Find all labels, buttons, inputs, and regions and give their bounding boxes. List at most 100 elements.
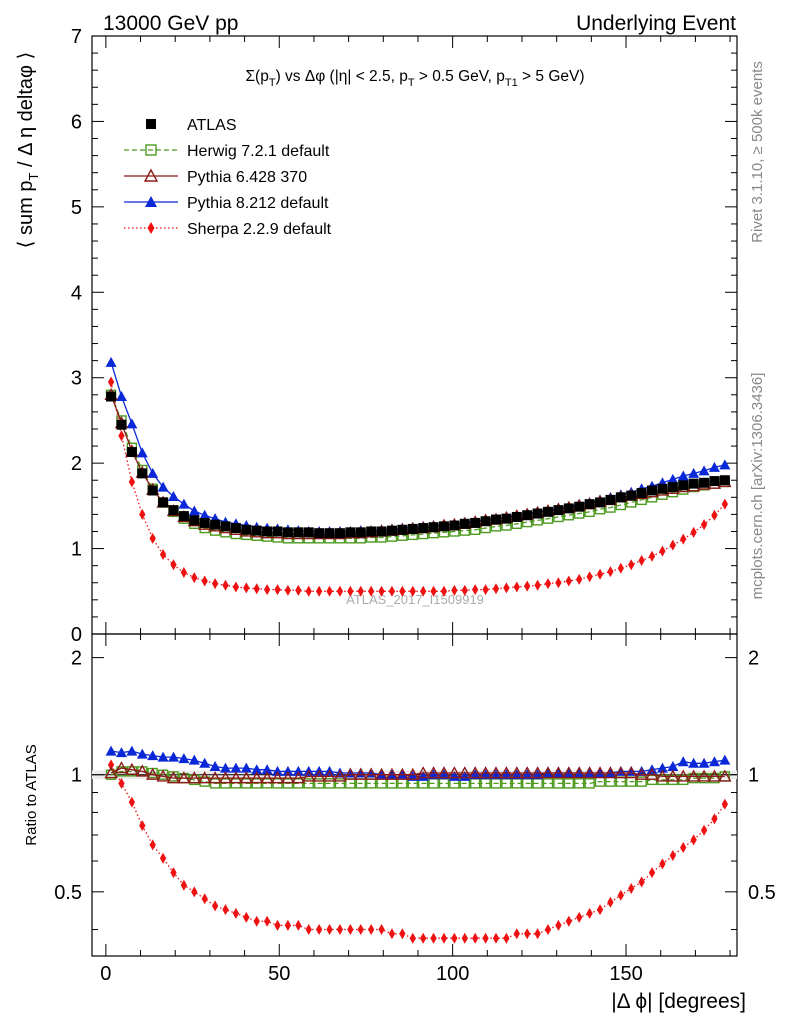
pythia8-point [677, 470, 689, 481]
sherpa-point [534, 579, 541, 591]
pythia6-ratio-point [229, 771, 243, 784]
rivet-version-label: Rivet 3.1.10, ≥ 500k events [749, 61, 766, 243]
sherpa-point [586, 571, 593, 583]
legend-item-pythia6: Pythia 6.428 370 [124, 168, 307, 186]
pythia8-ratio-point [459, 770, 471, 781]
pythia8-ratio-point [656, 762, 668, 773]
sherpa-point [659, 545, 666, 557]
herwig-ratio-point [251, 778, 262, 789]
sherpa-point [420, 585, 427, 597]
atlas-point [272, 526, 283, 537]
pythia6-ratio-point [541, 766, 555, 779]
pythia8-ratio-point [136, 748, 148, 759]
sherpa-point [628, 559, 635, 571]
pythia8-point [126, 418, 138, 429]
sherpa-ratio-point [461, 932, 468, 944]
atlas-point [615, 492, 626, 503]
atlas-point [574, 501, 585, 512]
atlas-point [501, 513, 512, 524]
sherpa-ratio-point [482, 932, 489, 944]
herwig-ratio-point [636, 776, 647, 787]
atlas-point [449, 520, 460, 531]
sherpa-ratio-point [420, 932, 427, 944]
legend-marker [143, 168, 159, 182]
atlas-point [345, 527, 356, 538]
sherpa-point [274, 584, 281, 596]
pythia8-ratio-point [511, 769, 523, 780]
sherpa-point [617, 562, 624, 574]
pythia8-ratio-point [698, 757, 710, 768]
legend-marker [145, 196, 157, 207]
pythia6-ratio-point [697, 769, 711, 782]
pythia6-ratio-point [447, 766, 462, 779]
pythia6-ratio-point [645, 767, 659, 780]
sherpa-point [305, 585, 312, 597]
pythia6-ratio-point [718, 769, 732, 782]
atlas-point [719, 475, 730, 486]
herwig-ratio-point [272, 778, 283, 789]
legend-item-sherpa: Sherpa 2.2.9 default [124, 221, 332, 238]
herwig-ratio-point [563, 778, 575, 789]
atlas-point [459, 518, 470, 529]
pythia8-point [667, 473, 679, 484]
pythia6-ratio-point [572, 766, 586, 779]
pythia6-ratio-point [146, 767, 160, 780]
x-tick-label: 0 [100, 963, 111, 985]
sherpa-point [555, 577, 562, 589]
legend-label: Pythia 6.428 370 [187, 169, 307, 186]
y-tick-label: 1 [71, 539, 82, 561]
sherpa-point [430, 585, 437, 597]
atlas-point [116, 419, 127, 430]
atlas-point [293, 527, 304, 538]
sherpa-point [440, 585, 448, 597]
herwig-ratio-point [261, 778, 273, 789]
pythia6-ratio-point [437, 766, 451, 779]
pythia8-ratio-point [407, 770, 419, 781]
pythia6-ratio-point [208, 771, 222, 784]
sherpa-ratio-point [201, 893, 208, 905]
sherpa-point [315, 585, 323, 597]
sherpa-ratio-line [110, 764, 726, 939]
pythia6-ratio-point [104, 766, 118, 779]
sherpa-point [648, 550, 656, 562]
pythia8-point [147, 467, 159, 478]
pythia8-ratio-point [147, 750, 159, 761]
pythia6-ratio-point [655, 769, 670, 782]
pythia8-ratio-point [188, 754, 200, 765]
atlas-point [688, 478, 699, 489]
atlas-point [386, 525, 397, 536]
herwig-ratio-point [324, 778, 335, 789]
x-axis-label: |Δ ϕ| [degrees] [611, 990, 746, 1013]
pythia6-ratio-point [426, 766, 441, 779]
sherpa-point [263, 584, 271, 596]
atlas-point [262, 526, 273, 537]
pythia6-ratio-point [707, 769, 722, 782]
sherpa-point [472, 584, 479, 596]
legend-label: ATLAS [187, 117, 237, 134]
sherpa-ratio-point [700, 824, 708, 836]
pythia8-ratio-point [178, 753, 190, 764]
atlas-point [334, 528, 345, 539]
atlas-point [657, 483, 668, 494]
sherpa-ratio-point [336, 924, 344, 936]
pythia8-ratio-point [230, 762, 242, 773]
pythia6-ratio-point [218, 771, 233, 784]
sherpa-point [711, 509, 718, 521]
atlas-point [522, 510, 533, 521]
atlas-point [282, 527, 293, 538]
pythia6-ratio-point [187, 771, 201, 784]
sherpa-ratio-point [357, 924, 364, 936]
legend: ATLAS Herwig 7.2.1 default Pythia 6.428 37… [124, 117, 332, 238]
sherpa-ratio-point [180, 879, 188, 891]
sherpa-ratio-point [524, 928, 531, 940]
y-tick-label: 3 [71, 368, 82, 390]
ratio-y-tick-label: 0.5 [54, 882, 82, 904]
sherpa-point [243, 582, 250, 594]
sherpa-ratio-point [128, 796, 136, 808]
atlas-point [709, 476, 720, 487]
pythia8-point [199, 509, 211, 520]
atlas-point [199, 517, 210, 528]
pythia8-ratio-point [126, 745, 138, 756]
sherpa-point [139, 508, 146, 520]
